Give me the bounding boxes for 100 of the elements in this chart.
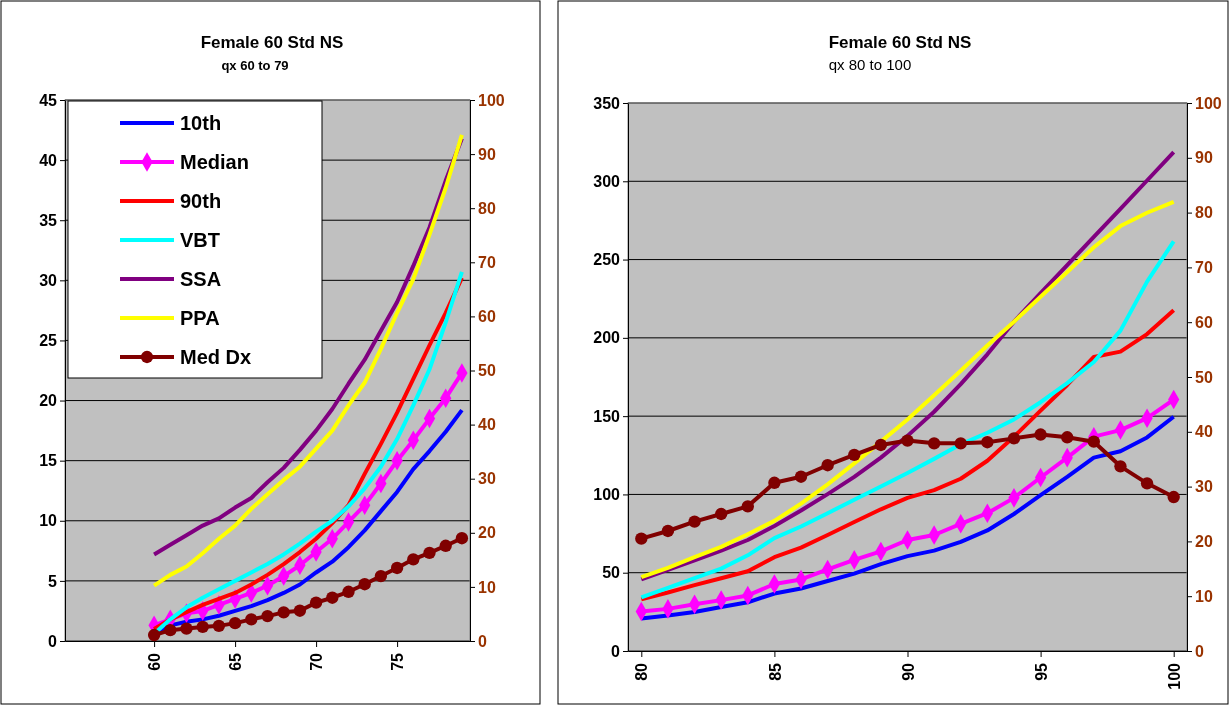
y2-tick-label: 80 [478, 199, 496, 217]
y-tick-label: 0 [611, 642, 621, 660]
point [635, 532, 648, 545]
point [309, 596, 323, 609]
y-tick-label: 5 [48, 572, 58, 590]
point [1114, 460, 1127, 473]
legend-label: VBT [180, 229, 220, 251]
point [455, 532, 469, 545]
y2-tick-label: 50 [1195, 368, 1213, 386]
point [1087, 435, 1101, 448]
x-tick-label: 70 [308, 652, 326, 671]
point [293, 604, 307, 617]
y2-tick-label: 50 [478, 362, 496, 380]
point [794, 470, 808, 483]
y2-tick-label: 40 [478, 416, 496, 434]
y2-tick-label: 60 [1195, 313, 1213, 331]
y2-tick-label: 90 [1195, 149, 1213, 167]
point [245, 613, 258, 626]
y2-tick-label: 100 [478, 91, 505, 109]
y2-tick-label: 60 [478, 308, 496, 326]
y2-tick-label: 70 [1195, 259, 1213, 277]
point [874, 438, 888, 452]
y-tick-label: 200 [593, 329, 621, 347]
point [901, 434, 914, 447]
point [342, 585, 355, 598]
y-tick-label: 350 [593, 94, 621, 112]
x-tick-label: 75 [389, 652, 407, 671]
point [277, 606, 290, 619]
x-tick-label: 95 [1032, 662, 1050, 681]
point [688, 515, 701, 528]
x-tick-label: 65 [227, 652, 245, 671]
x-tick-label: 100 [1165, 662, 1183, 690]
y2-tick-label: 20 [1195, 533, 1213, 551]
y-tick-label: 40 [39, 151, 58, 169]
y2-tick-label: 10 [1195, 587, 1213, 605]
chart-subtitle: qx 60 to 79 [221, 58, 289, 73]
legend-label: SSA [180, 268, 222, 290]
point [927, 437, 941, 450]
point [228, 616, 242, 630]
y-tick-label: 150 [593, 407, 621, 425]
y-tick-label: 300 [593, 172, 621, 190]
point [1007, 432, 1021, 445]
y-tick-label: 0 [48, 632, 58, 650]
legend-label: 90th [180, 190, 222, 212]
chart-subtitle: qx 80 to 100 [828, 56, 912, 73]
x-tick-label: 60 [146, 652, 164, 671]
point [164, 624, 177, 637]
chart-title: Female 60 Std NS [828, 33, 972, 52]
point [196, 620, 209, 634]
y-tick-label: 25 [39, 332, 58, 350]
point [981, 436, 994, 449]
chart-title: Female 60 Std NS [200, 33, 344, 52]
point [1034, 428, 1047, 441]
point [821, 459, 834, 472]
y-tick-label: 45 [39, 91, 58, 109]
point [848, 448, 861, 461]
point [1140, 477, 1154, 490]
point [147, 628, 161, 642]
point [954, 437, 967, 450]
point [358, 578, 371, 591]
point [374, 569, 388, 583]
y-tick-label: 30 [39, 271, 58, 289]
y2-tick-label: 0 [1195, 642, 1204, 660]
legend-label: Median [180, 151, 249, 173]
legend-label: Med Dx [180, 346, 252, 368]
x-tick-label: 80 [633, 662, 651, 681]
point [212, 619, 226, 633]
legend-label: 10th [180, 112, 222, 134]
point [407, 553, 420, 566]
point [261, 609, 274, 623]
point [768, 476, 781, 489]
y2-tick-label: 100 [1195, 94, 1222, 112]
y2-tick-label: 20 [478, 524, 496, 542]
y2-tick-label: 0 [478, 632, 487, 650]
y-tick-label: 35 [39, 211, 58, 229]
point [439, 539, 452, 552]
point [1167, 490, 1180, 504]
y2-tick-label: 10 [478, 578, 496, 596]
y-tick-label: 50 [602, 564, 621, 582]
point [390, 561, 404, 575]
point [714, 507, 728, 521]
y-tick-label: 10 [39, 512, 58, 530]
point [661, 524, 675, 538]
x-tick-label: 90 [899, 662, 917, 681]
y2-tick-label: 90 [478, 145, 496, 163]
y-tick-label: 100 [593, 486, 621, 504]
legend-label: PPA [180, 307, 220, 329]
y2-tick-label: 70 [478, 253, 496, 271]
point [326, 591, 339, 604]
y2-tick-label: 30 [478, 470, 496, 488]
point [423, 546, 436, 559]
y2-tick-label: 40 [1195, 423, 1213, 441]
y-tick-label: 15 [39, 452, 58, 470]
point [180, 622, 193, 635]
x-tick-label: 85 [766, 662, 784, 681]
point [741, 500, 754, 513]
y2-tick-label: 80 [1195, 204, 1213, 222]
y2-tick-label: 30 [1195, 478, 1213, 496]
y-tick-label: 20 [39, 392, 58, 410]
point [1061, 431, 1074, 444]
